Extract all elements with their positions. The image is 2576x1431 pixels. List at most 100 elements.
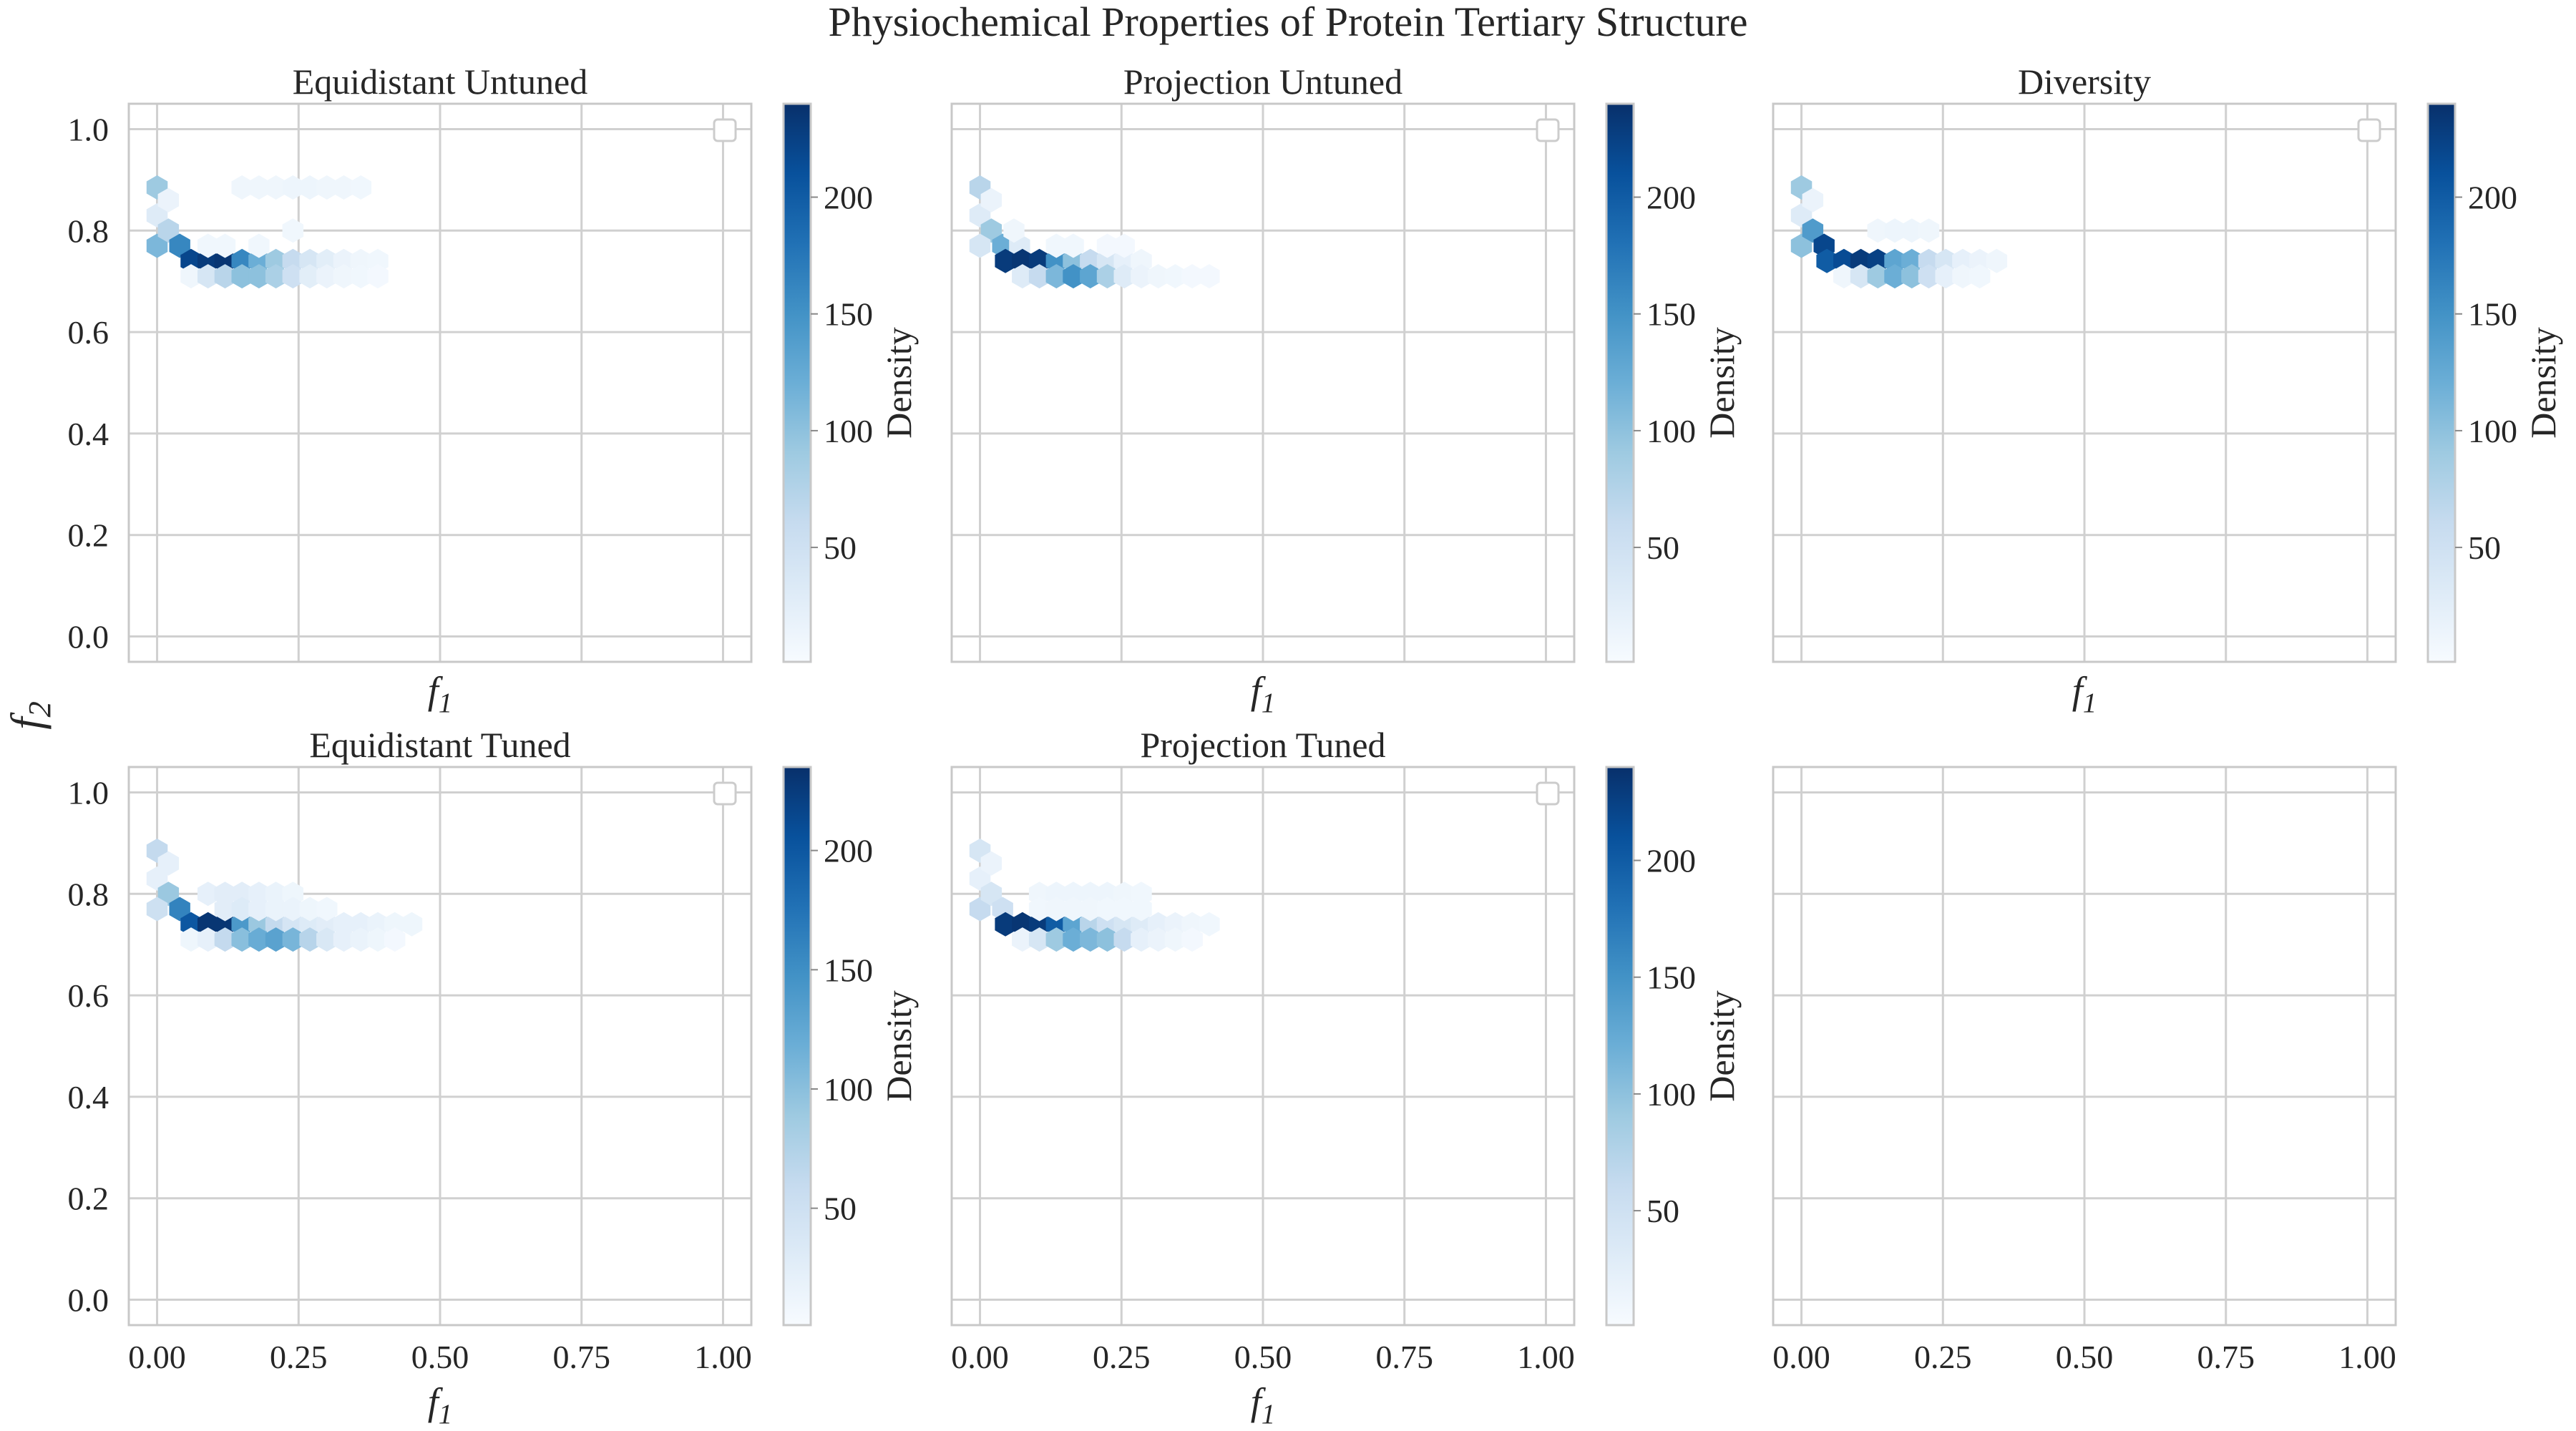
- hexbin: [1063, 897, 1084, 922]
- x-tick-label: 0.00: [951, 1339, 1009, 1375]
- hexbin: [248, 175, 270, 200]
- hexbin: [1045, 264, 1067, 289]
- x-tick-label: 0.25: [1093, 1339, 1151, 1375]
- x-tick-label: 1.00: [1517, 1339, 1575, 1375]
- hexbin: [1012, 927, 1033, 952]
- hexbin: [265, 264, 287, 289]
- hexbin: [1063, 233, 1084, 258]
- colorbar-label: Density: [2523, 327, 2563, 439]
- hexbin: [1113, 233, 1135, 258]
- hexbin: [367, 912, 389, 937]
- hexbin: [248, 233, 270, 258]
- hexbin: [157, 218, 180, 243]
- hexbin: [265, 912, 287, 937]
- hexbin: [1080, 897, 1101, 922]
- hexbin: [384, 927, 406, 952]
- hexbin: [350, 264, 371, 289]
- x-tick-label: 1.00: [2338, 1339, 2396, 1375]
- hexbin: [231, 175, 253, 200]
- hexbin: [1063, 912, 1084, 937]
- hexbin: [197, 927, 219, 952]
- panel-6: 0.00 0.25 0.50 0.75 1.00: [1772, 766, 2397, 1375]
- hexbin: [969, 866, 991, 891]
- hexbin: [197, 881, 219, 907]
- x-tick-label: 0.25: [270, 1339, 328, 1375]
- colorbar-gradient: [1605, 766, 1635, 1327]
- hexbin: [1045, 897, 1067, 922]
- colorbar-tick-label: 150: [1646, 959, 1696, 996]
- hexbin: [980, 187, 1002, 213]
- hexbin: [231, 248, 253, 273]
- y-tick-label: 0.4: [68, 1079, 109, 1115]
- x-tick-label: 0.75: [552, 1339, 610, 1375]
- hexbin: [1096, 248, 1118, 273]
- hexbin: [282, 927, 304, 952]
- hexbin: [265, 927, 287, 952]
- hexbin: [265, 897, 287, 922]
- colorbar-tick-label: 50: [824, 1191, 857, 1227]
- hexbin: [265, 248, 287, 273]
- colorbar-tick-label: 100: [1646, 413, 1696, 449]
- hexbin: [1012, 248, 1033, 273]
- hexbin: [299, 912, 321, 937]
- hexbin: [1012, 264, 1033, 289]
- hexbin: [1113, 897, 1135, 922]
- hexbin: [1113, 248, 1135, 273]
- colorbar-tick-label: 50: [2468, 529, 2501, 566]
- hexbin: [969, 233, 991, 258]
- hexbin: [316, 897, 338, 922]
- legend-box: [713, 118, 737, 142]
- hexbin: [1181, 927, 1203, 952]
- hexbin: [180, 927, 202, 952]
- hexbin: [1028, 264, 1050, 289]
- hexbin: [1131, 927, 1152, 952]
- hexbin: [299, 927, 321, 952]
- hexbin: [146, 866, 168, 891]
- hexbin: [197, 264, 219, 289]
- y-tick-label: 0.8: [68, 876, 109, 912]
- colorbar-gradient: [2426, 102, 2457, 663]
- colorbar: 50 100 150 200 Density: [782, 102, 919, 663]
- hexbin: [299, 248, 321, 273]
- hexbin: [1181, 912, 1203, 937]
- hexbin: [995, 912, 1016, 937]
- hexbin: [1901, 264, 1923, 289]
- hexbin: [1918, 248, 1940, 273]
- hexbin: [969, 203, 991, 228]
- hexbin: [1080, 912, 1101, 937]
- colorbar-gradient: [782, 102, 812, 663]
- hexbin: [146, 203, 168, 228]
- y-tick-label: 0.8: [68, 213, 109, 249]
- hexbin: [282, 897, 304, 922]
- hexbin: [969, 897, 991, 922]
- hexbin: [316, 248, 338, 273]
- hexbin: [1045, 248, 1067, 273]
- hexbin: [1181, 264, 1203, 289]
- hexbin: [157, 851, 180, 876]
- hexbin: [980, 881, 1002, 907]
- x-tick-label: 0.75: [1375, 1339, 1433, 1375]
- hexbin: [282, 248, 304, 273]
- hexbin: [1850, 264, 1872, 289]
- hexbin: [1969, 248, 1991, 273]
- colorbar-tick-label: 150: [2468, 296, 2517, 333]
- hexbin: [1096, 233, 1118, 258]
- hexbin: [1080, 264, 1101, 289]
- plot-frame: [1772, 766, 2397, 1327]
- hexbin: [333, 248, 355, 273]
- hexbin: [248, 927, 270, 952]
- hexbin: [1790, 203, 1813, 228]
- hexbin: [1028, 248, 1050, 273]
- y-tick-label: 1.0: [68, 111, 109, 147]
- hexbin: [1131, 248, 1152, 273]
- colorbar-tick-label: 100: [1646, 1076, 1696, 1113]
- colorbar-tick-label: 200: [1646, 843, 1696, 879]
- hexbin: [1113, 912, 1135, 937]
- panel-title: Diversity: [2018, 62, 2151, 102]
- hexbin: [282, 912, 304, 937]
- plot-frame: [950, 766, 1576, 1327]
- hexbin: [1918, 218, 1940, 243]
